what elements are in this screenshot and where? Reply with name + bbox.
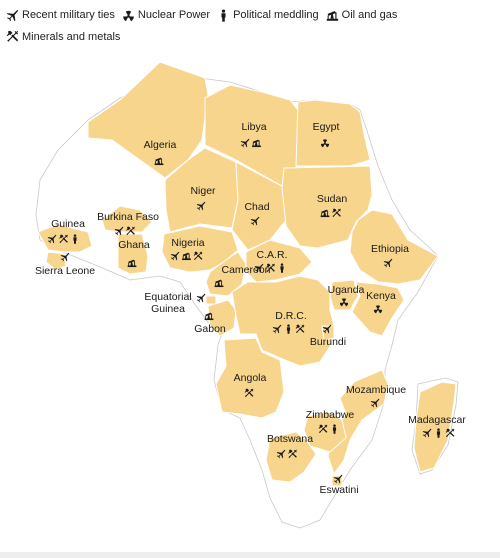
label-sierra-leone: Sierra Leone bbox=[35, 265, 95, 277]
label-guinea: Guinea bbox=[51, 218, 85, 230]
country-madagascar bbox=[413, 381, 457, 473]
label-cameroon: Cameroon bbox=[221, 264, 270, 276]
country-sudan bbox=[281, 165, 373, 249]
label-d-r-c: D.R.C. bbox=[275, 310, 307, 322]
country-angola bbox=[215, 337, 285, 419]
legend-item-nuclear: Nuclear Power bbox=[122, 6, 210, 24]
label-nigeria: Nigeria bbox=[171, 237, 204, 249]
radiation-icon bbox=[122, 9, 135, 22]
label-sudan: Sudan bbox=[317, 193, 348, 205]
country-equatorial-guinea bbox=[205, 295, 217, 305]
jet-icon bbox=[6, 9, 19, 22]
country-algeria bbox=[87, 61, 209, 179]
legend-label: Recent military ties bbox=[22, 9, 115, 21]
label-libya: Libya bbox=[241, 121, 266, 133]
label-c-a-r: C.A.R. bbox=[257, 249, 288, 261]
legend: Recent military ties Nuclear Power Politic… bbox=[6, 6, 496, 49]
legend-label: Nuclear Power bbox=[137, 9, 211, 21]
country-egypt bbox=[295, 99, 371, 167]
country-sierra-leone bbox=[45, 251, 67, 271]
label-niger: Niger bbox=[190, 185, 216, 197]
label-algeria: Algeria bbox=[144, 139, 177, 151]
label-egypt: Egypt bbox=[313, 121, 340, 133]
legend-label: Minerals and metals bbox=[22, 30, 121, 43]
label-burundi: Burundi bbox=[310, 336, 346, 348]
legend-label: Political meddling bbox=[233, 9, 319, 21]
label-eswatini: Eswatini bbox=[319, 484, 358, 496]
legend-item-military: Recent military ties bbox=[6, 6, 115, 24]
person-icon bbox=[217, 9, 230, 22]
label-madagascar: Madagascar bbox=[408, 414, 466, 426]
legend-item-oil: Oil and gas bbox=[326, 6, 398, 24]
country-mozambique bbox=[327, 369, 389, 476]
highlighted-countries bbox=[37, 61, 457, 487]
country-nigeria bbox=[161, 225, 239, 273]
country-car bbox=[245, 239, 313, 283]
footer-rule bbox=[0, 552, 500, 558]
country-gabon bbox=[207, 299, 237, 337]
label-chad: Chad bbox=[244, 201, 269, 213]
legend-label: Oil and gas bbox=[341, 9, 398, 21]
country-ethiopia bbox=[349, 209, 439, 285]
label-equatorial-guinea: Equatorial Guinea bbox=[144, 291, 191, 315]
label-kenya: Kenya bbox=[366, 290, 396, 302]
label-gabon: Gabon bbox=[194, 323, 226, 335]
country-burkina-faso bbox=[101, 205, 153, 233]
country-zimbabwe bbox=[303, 411, 347, 453]
label-zimbabwe: Zimbabwe bbox=[306, 409, 355, 421]
hammer-pick-icon bbox=[6, 30, 19, 43]
label-ethiopia: Ethiopia bbox=[371, 243, 409, 255]
label-ghana: Ghana bbox=[118, 239, 150, 251]
country-ghana bbox=[117, 233, 149, 275]
label-angola: Angola bbox=[234, 372, 267, 384]
label-burkina-faso: Burkina Faso bbox=[97, 211, 159, 223]
label-mozambique: Mozambique bbox=[346, 384, 406, 396]
label-botswana: Botswana bbox=[267, 433, 313, 445]
legend-item-political: Political meddling bbox=[217, 6, 319, 24]
country-drc bbox=[231, 275, 335, 367]
legend-item-minerals: Minerals and metals bbox=[6, 28, 120, 46]
label-uganda: Uganda bbox=[328, 284, 365, 296]
country-botswana bbox=[265, 431, 317, 483]
oil-pump-icon bbox=[326, 9, 339, 22]
country-labels: Algeria Libya Egypt Niger Chad Sudan Guinea Bur… bbox=[35, 121, 466, 496]
